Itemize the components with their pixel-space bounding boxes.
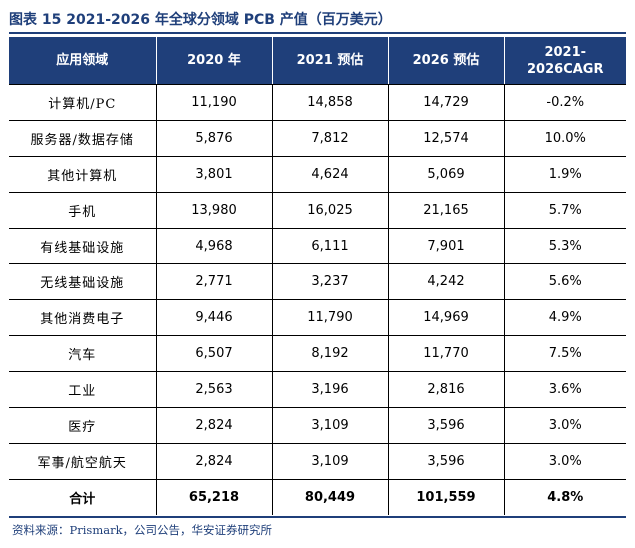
category-cell: 其他计算机 [9,156,157,193]
value-cell: 21,165 [388,192,505,229]
category-cell: 计算机/PC [9,84,157,121]
value-cell: 12,574 [388,120,505,157]
total-value: 4.8% [547,489,584,505]
category-cell: 其他消费电子 [9,299,157,337]
value-cell: 4,624 [272,156,389,193]
value-cell: 4.9% [504,299,626,337]
value-cell: 14,729 [388,84,505,121]
value-cell: 11,790 [272,299,389,337]
category-cell: 汽车 [9,335,157,373]
value-cell: 3.6% [504,371,626,409]
table-row: 军事/航空航天 2,824 3,109 3,596 3.0% [9,443,626,480]
value-cell: -0.2% [504,84,626,121]
value-cell: 7.5% [504,335,626,373]
value-cell: 8,192 [272,335,389,373]
header-cell: 应用领域 [9,37,157,85]
category-cell: 有线基础设施 [9,228,157,265]
value-cell: 2,771 [156,263,273,301]
table-row: 医疗 2,824 3,109 3,596 3.0% [9,407,626,444]
value-cell: 2,563 [156,371,273,409]
value-cell: 11,770 [388,335,505,373]
total-label: 合计 [9,479,157,515]
header-cell: 2020 年 [156,37,273,85]
value-cell: 3.0% [504,443,626,480]
value-cell: 6,111 [272,228,389,265]
value-cell: 3,109 [272,407,389,444]
value-cell: 3,801 [156,156,273,193]
value-cell: 9,446 [156,299,273,337]
total-value: 101,559 [388,479,505,515]
category-cell: 医疗 [9,407,157,444]
figure-title: 图表 15 2021-2026 年全球分领域 PCB 产值（百万美元） [9,12,392,28]
value-cell: 5.7% [504,192,626,229]
value-cell: 5.3% [504,228,626,265]
value-cell: 4,968 [156,228,273,265]
value-cell: 16,025 [272,192,389,229]
value-cell: 5,876 [156,120,273,157]
category-cell: 无线基础设施 [9,263,157,301]
value-cell: 10.0% [504,120,626,157]
value-cell: 3,596 [388,407,505,444]
table-row: 手机 13,980 16,025 21,165 5.7% [9,192,626,229]
category-cell: 军事/航空航天 [9,443,157,480]
category-cell: 服务器/数据存储 [9,120,157,157]
table-row: 其他消费电子 9,446 11,790 14,969 4.9% [9,299,626,337]
header-cell: 2026 预估 [388,37,505,85]
table-row: 工业 2,563 3,196 2,816 3.6% [9,371,626,409]
table-row: 有线基础设施 4,968 6,111 7,901 5.3% [9,228,626,265]
table-row: 计算机/PC 11,190 14,858 14,729 -0.2% [9,84,626,121]
bottom-rule [9,516,626,518]
value-cell: 11,190 [156,84,273,121]
value-cell: 7,901 [388,228,505,265]
source-note: 资料来源：Prismark，公司公告，华安证券研究所 [12,523,273,537]
value-cell: 1.9% [504,156,626,193]
value-cell: 6,507 [156,335,273,373]
category-cell: 手机 [9,192,157,229]
value-cell: 2,824 [156,443,273,480]
value-cell: 5.6% [504,263,626,301]
table-row: 其他计算机 3,801 4,624 5,069 1.9% [9,156,626,193]
header-cell: 2021 预估 [272,37,389,85]
value-cell: 3.0% [504,407,626,444]
value-cell: 14,969 [388,299,505,337]
table-row: 无线基础设施 2,771 3,237 4,242 5.6% [9,263,626,301]
total-row: 合计 65,218 80,449 101,559 4.8% [9,479,626,515]
top-rule [9,32,626,34]
value-cell: 5,069 [388,156,505,193]
category-cell: 工业 [9,371,157,409]
total-value: 80,449 [272,479,389,515]
table-row: 汽车 6,507 8,192 11,770 7.5% [9,335,626,373]
value-cell: 4,242 [388,263,505,301]
value-cell: 3,196 [272,371,389,409]
total-value: 65,218 [156,479,273,515]
header-cell: 2021-2026CAGR [504,37,626,85]
value-cell: 7,812 [272,120,389,157]
table-row: 服务器/数据存储 5,876 7,812 12,574 10.0% [9,120,626,157]
header-cagr-label: 2021-2026CAGR [527,44,604,77]
table-header-row: 应用领域 2020 年 2021 预估 2026 预估 2021-2026CAG… [9,37,626,85]
value-cell: 2,816 [388,371,505,409]
value-cell: 3,109 [272,443,389,480]
value-cell: 14,858 [272,84,389,121]
value-cell: 2,824 [156,407,273,444]
value-cell: 3,596 [388,443,505,480]
value-cell: 13,980 [156,192,273,229]
pcb-output-table: 应用领域 2020 年 2021 预估 2026 预估 2021-2026CAG… [9,37,626,515]
value-cell: 3,237 [272,263,389,301]
